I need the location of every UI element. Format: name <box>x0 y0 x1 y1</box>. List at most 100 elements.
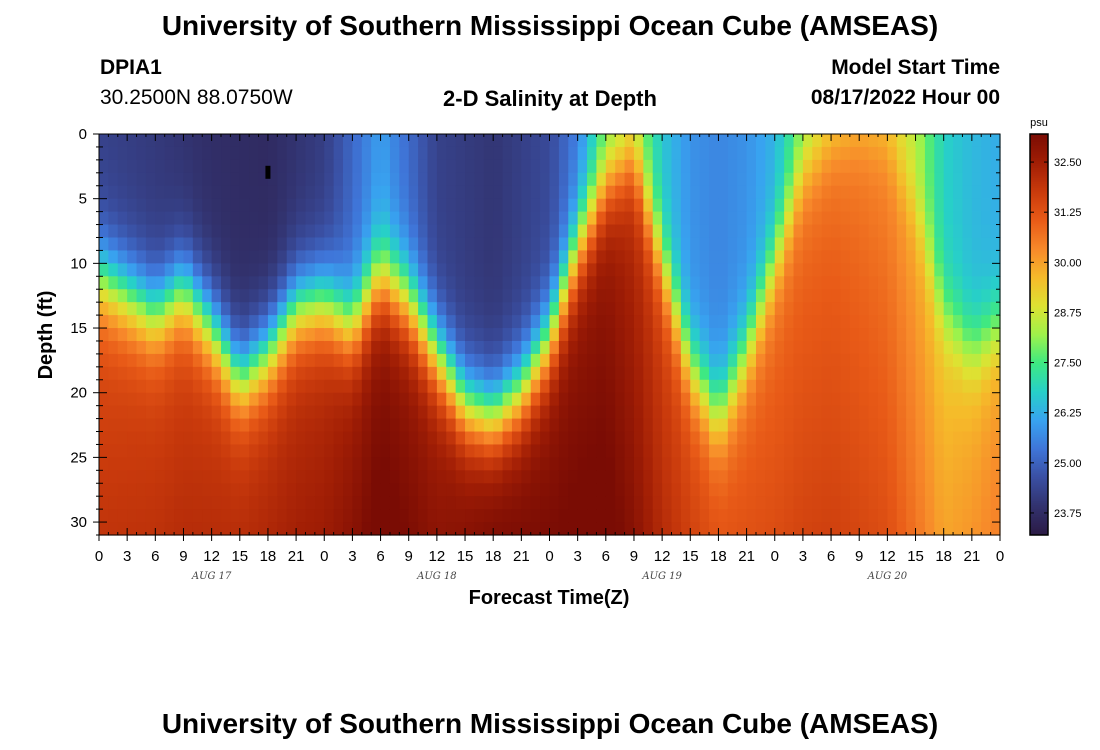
colorbar-band <box>1030 386 1048 390</box>
heatmap-cell <box>258 276 269 290</box>
heatmap-cell <box>934 353 945 368</box>
heatmap-cell <box>427 405 438 420</box>
heatmap-cell <box>286 509 297 523</box>
heatmap-cell <box>981 444 992 458</box>
colorbar-tick-label: 32.50 <box>1054 157 1082 169</box>
heatmap-cell <box>493 470 504 484</box>
heatmap-cell <box>174 185 185 200</box>
heatmap-cell <box>277 457 288 471</box>
heatmap-cell <box>474 185 485 200</box>
heatmap-cell <box>230 444 241 458</box>
heatmap-cell <box>671 522 682 536</box>
heatmap-cell <box>408 198 419 213</box>
heatmap-cell <box>615 172 626 187</box>
heatmap-cell <box>990 496 1001 510</box>
heatmap-cell <box>821 496 832 510</box>
heatmap-cell <box>652 237 663 252</box>
heatmap-cell <box>831 470 842 484</box>
heatmap-cell <box>699 483 710 497</box>
heatmap-cell <box>136 483 147 497</box>
heatmap-cell <box>258 211 269 226</box>
heatmap-cell <box>117 289 128 303</box>
heatmap-cell <box>314 431 325 446</box>
heatmap-cell <box>258 146 269 161</box>
heatmap-cell <box>624 134 635 148</box>
heatmap-cell <box>333 146 344 161</box>
heatmap-cell <box>343 496 354 510</box>
heatmap-cell <box>737 405 748 420</box>
heatmap-cell <box>737 263 748 277</box>
heatmap-cell <box>418 509 429 523</box>
heatmap-cell <box>596 483 607 497</box>
heatmap-cell <box>821 353 832 368</box>
heatmap-cell <box>718 250 729 264</box>
heatmap-cell <box>314 159 325 174</box>
heatmap-cell <box>821 211 832 226</box>
heatmap-cell <box>145 457 156 471</box>
heatmap-cell <box>812 302 823 316</box>
heatmap-cell <box>821 379 832 394</box>
heatmap-cell <box>427 470 438 484</box>
heatmap-cell <box>793 211 804 226</box>
heatmap-cell <box>183 289 194 303</box>
heatmap-cell <box>915 379 926 394</box>
heatmap-cell <box>305 379 316 394</box>
heatmap-cell <box>145 276 156 290</box>
heatmap-cell <box>802 159 813 174</box>
heatmap-cell <box>680 353 691 368</box>
heatmap-cell <box>249 276 260 290</box>
heatmap-cell <box>643 379 654 394</box>
heatmap-cell <box>746 224 757 239</box>
heatmap-cell <box>831 328 842 342</box>
heatmap-cell <box>314 211 325 226</box>
heatmap-cell <box>774 185 785 200</box>
heatmap-cell <box>737 198 748 213</box>
heatmap-cell <box>906 509 917 523</box>
heatmap-cell <box>174 509 185 523</box>
heatmap-cell <box>727 224 738 239</box>
heatmap-cell <box>324 289 335 303</box>
heatmap-cell <box>136 379 147 394</box>
heatmap-cell <box>652 276 663 290</box>
heatmap-cell <box>221 496 231 510</box>
heatmap-cell <box>455 405 466 420</box>
heatmap-cell <box>314 250 325 264</box>
heatmap-cell <box>239 198 250 213</box>
colorbar-band <box>1030 354 1048 358</box>
colorbar-band <box>1030 528 1048 532</box>
heatmap-cell <box>690 289 701 303</box>
heatmap-cell <box>793 263 804 277</box>
heatmap-cell <box>192 496 203 510</box>
heatmap-cell <box>971 276 982 290</box>
heatmap-cell <box>596 366 607 381</box>
heatmap-cell <box>202 483 213 497</box>
heatmap-cell <box>981 185 992 200</box>
heatmap-cell <box>202 509 213 523</box>
heatmap-cell <box>859 159 870 174</box>
heatmap-cell <box>549 159 560 174</box>
heatmap-cell <box>465 276 476 290</box>
heatmap-cell <box>474 302 485 316</box>
heatmap-cell <box>718 431 729 446</box>
heatmap-cell <box>887 366 898 381</box>
heatmap-cell <box>859 276 870 290</box>
heatmap-cell <box>521 366 532 381</box>
heatmap-cell <box>164 431 175 446</box>
heatmap-cell <box>361 522 372 536</box>
colorbar-band <box>1030 410 1048 414</box>
heatmap-cell <box>267 263 278 277</box>
heatmap-cell <box>183 250 194 264</box>
heatmap-cell <box>896 315 907 329</box>
heatmap-cell <box>221 392 231 407</box>
heatmap-cell <box>483 522 494 536</box>
heatmap-cell <box>380 379 391 394</box>
x-tick-label: 15 <box>231 548 248 565</box>
heatmap-cell <box>352 250 363 264</box>
heatmap-cell <box>877 522 888 536</box>
heatmap-cell <box>502 470 513 484</box>
heatmap-cell <box>418 250 429 264</box>
heatmap-cell <box>953 366 964 381</box>
heatmap-cell <box>934 224 945 239</box>
heatmap-cell <box>934 263 945 277</box>
heatmap-cell <box>643 470 654 484</box>
